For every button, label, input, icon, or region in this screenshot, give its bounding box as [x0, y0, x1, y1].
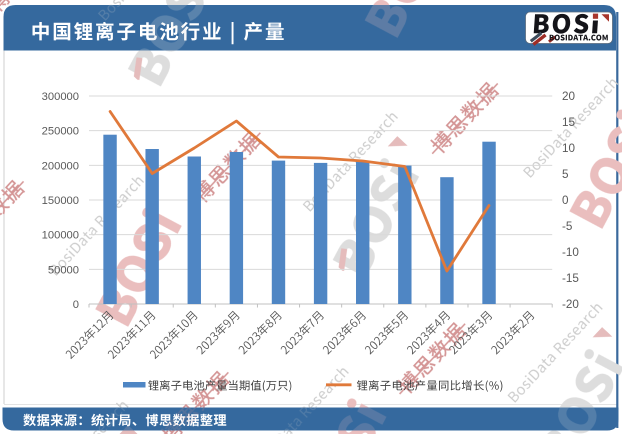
- svg-text:0: 0: [562, 194, 569, 207]
- svg-text:50000: 50000: [48, 264, 79, 276]
- svg-text:-10: -10: [562, 246, 579, 259]
- svg-text:100000: 100000: [42, 230, 79, 242]
- svg-text:10: 10: [562, 142, 576, 155]
- svg-text:-5: -5: [562, 220, 573, 233]
- svg-text:15: 15: [562, 116, 576, 129]
- svg-text:5: 5: [562, 168, 569, 181]
- svg-text:300000: 300000: [42, 91, 79, 103]
- svg-text:-15: -15: [562, 272, 579, 285]
- svg-text:0: 0: [73, 299, 79, 311]
- svg-text:20: 20: [562, 90, 576, 103]
- svg-text:250000: 250000: [42, 126, 79, 138]
- svg-text:150000: 150000: [42, 195, 79, 207]
- svg-text:-20: -20: [562, 298, 579, 311]
- svg-text:200000: 200000: [42, 160, 79, 172]
